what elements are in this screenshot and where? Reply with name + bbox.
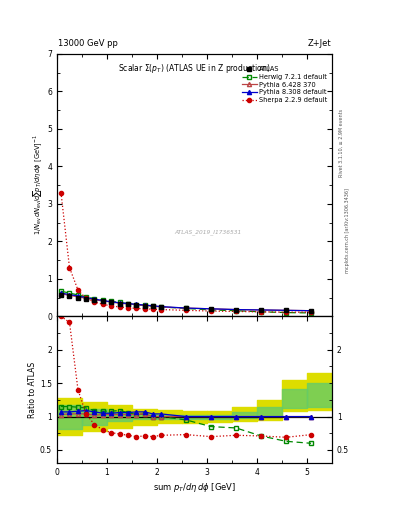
Line: Pythia 6.428 370: Pythia 6.428 370 <box>59 292 313 313</box>
Pythia 8.308 default <box>75 293 80 299</box>
Herwig 7.2.1 default <box>309 310 314 316</box>
Pythia 6.428 370 <box>159 304 163 310</box>
Pythia 6.428 370 <box>108 299 113 305</box>
Sherpa 2.2.9 default <box>309 309 314 315</box>
Pythia 8.308 default <box>209 306 213 312</box>
Herwig 7.2.1 default <box>75 292 80 298</box>
Line: Sherpa 2.2.9 default: Sherpa 2.2.9 default <box>59 190 313 314</box>
Pythia 8.308 default <box>309 308 314 314</box>
Herwig 7.2.1 default <box>134 302 138 308</box>
Pythia 6.428 370 <box>92 297 97 303</box>
Pythia 6.428 370 <box>284 307 288 313</box>
Sherpa 2.2.9 default <box>84 295 88 302</box>
Sherpa 2.2.9 default <box>184 307 188 313</box>
Herwig 7.2.1 default <box>234 308 239 314</box>
Herwig 7.2.1 default <box>209 307 213 313</box>
Pythia 8.308 default <box>101 297 105 304</box>
Sherpa 2.2.9 default <box>142 306 147 312</box>
Pythia 6.428 370 <box>126 301 130 307</box>
Herwig 7.2.1 default <box>108 298 113 305</box>
Pythia 8.308 default <box>126 301 130 307</box>
Pythia 8.308 default <box>284 307 288 313</box>
Herwig 7.2.1 default <box>142 303 147 309</box>
Sherpa 2.2.9 default <box>92 299 97 305</box>
Sherpa 2.2.9 default <box>209 308 213 314</box>
Sherpa 2.2.9 default <box>259 309 263 315</box>
Pythia 6.428 370 <box>309 308 314 314</box>
Sherpa 2.2.9 default <box>75 287 80 293</box>
Herwig 7.2.1 default <box>92 295 97 302</box>
Y-axis label: Ratio to ATLAS: Ratio to ATLAS <box>28 362 37 418</box>
Pythia 6.428 370 <box>101 298 105 304</box>
Pythia 8.308 default <box>117 300 122 306</box>
Pythia 8.308 default <box>84 294 88 301</box>
X-axis label: sum $p_T/d\eta\,d\phi$ [GeV]: sum $p_T/d\eta\,d\phi$ [GeV] <box>153 481 236 495</box>
Herwig 7.2.1 default <box>59 288 63 294</box>
Pythia 6.428 370 <box>67 292 72 298</box>
Text: ATLAS_2019_I1736531: ATLAS_2019_I1736531 <box>174 229 242 235</box>
Sherpa 2.2.9 default <box>151 306 155 312</box>
Pythia 6.428 370 <box>84 295 88 302</box>
Herwig 7.2.1 default <box>159 304 163 310</box>
Line: Pythia 8.308 default: Pythia 8.308 default <box>59 291 313 313</box>
Sherpa 2.2.9 default <box>59 189 63 196</box>
Pythia 8.308 default <box>108 298 113 305</box>
Sherpa 2.2.9 default <box>234 308 239 314</box>
Sherpa 2.2.9 default <box>108 303 113 309</box>
Sherpa 2.2.9 default <box>134 305 138 311</box>
Pythia 6.428 370 <box>259 307 263 313</box>
Sherpa 2.2.9 default <box>67 265 72 271</box>
Pythia 8.308 default <box>151 303 155 309</box>
Herwig 7.2.1 default <box>284 309 288 315</box>
Legend: ATLAS, Herwig 7.2.1 default, Pythia 6.428 370, Pythia 8.308 default, Sherpa 2.2.: ATLAS, Herwig 7.2.1 default, Pythia 6.42… <box>241 65 329 104</box>
Pythia 6.428 370 <box>184 305 188 311</box>
Pythia 8.308 default <box>67 291 72 297</box>
Herwig 7.2.1 default <box>184 305 188 311</box>
Sherpa 2.2.9 default <box>126 305 130 311</box>
Y-axis label: $1/N_\mathrm{ev}\,dN_\mathrm{ev}/d\!\sum\!p_T/d\eta\,d\phi$ [GeV]$^{-1}$: $1/N_\mathrm{ev}\,dN_\mathrm{ev}/d\!\sum… <box>31 135 44 236</box>
Pythia 6.428 370 <box>59 291 63 297</box>
Text: Rivet 3.1.10, ≥ 2.9M events: Rivet 3.1.10, ≥ 2.9M events <box>339 109 344 178</box>
Text: Z+Jet: Z+Jet <box>308 38 331 48</box>
Pythia 8.308 default <box>142 302 147 308</box>
Pythia 8.308 default <box>259 307 263 313</box>
Pythia 8.308 default <box>234 307 239 313</box>
Pythia 6.428 370 <box>117 300 122 306</box>
Sherpa 2.2.9 default <box>159 307 163 313</box>
Text: Scalar $\Sigma(p_T)$ (ATLAS UE in Z production): Scalar $\Sigma(p_T)$ (ATLAS UE in Z prod… <box>118 61 271 75</box>
Pythia 8.308 default <box>134 301 138 307</box>
Pythia 8.308 default <box>184 305 188 311</box>
Herwig 7.2.1 default <box>84 294 88 300</box>
Pythia 6.428 370 <box>134 302 138 308</box>
Pythia 6.428 370 <box>209 306 213 312</box>
Herwig 7.2.1 default <box>126 301 130 307</box>
Line: Herwig 7.2.1 default: Herwig 7.2.1 default <box>59 289 313 315</box>
Pythia 8.308 default <box>159 304 163 310</box>
Pythia 8.308 default <box>92 296 97 302</box>
Pythia 8.308 default <box>59 290 63 296</box>
Pythia 6.428 370 <box>142 303 147 309</box>
Pythia 6.428 370 <box>151 303 155 309</box>
Pythia 6.428 370 <box>234 307 239 313</box>
Sherpa 2.2.9 default <box>101 301 105 307</box>
Text: 13000 GeV pp: 13000 GeV pp <box>58 38 118 48</box>
Sherpa 2.2.9 default <box>117 304 122 310</box>
Herwig 7.2.1 default <box>151 303 155 309</box>
Herwig 7.2.1 default <box>67 290 72 296</box>
Sherpa 2.2.9 default <box>284 309 288 315</box>
Herwig 7.2.1 default <box>117 300 122 306</box>
Pythia 6.428 370 <box>75 294 80 300</box>
Herwig 7.2.1 default <box>259 309 263 315</box>
Herwig 7.2.1 default <box>101 297 105 303</box>
Text: mcplots.cern.ch [arXiv:1306.3436]: mcplots.cern.ch [arXiv:1306.3436] <box>345 188 350 273</box>
